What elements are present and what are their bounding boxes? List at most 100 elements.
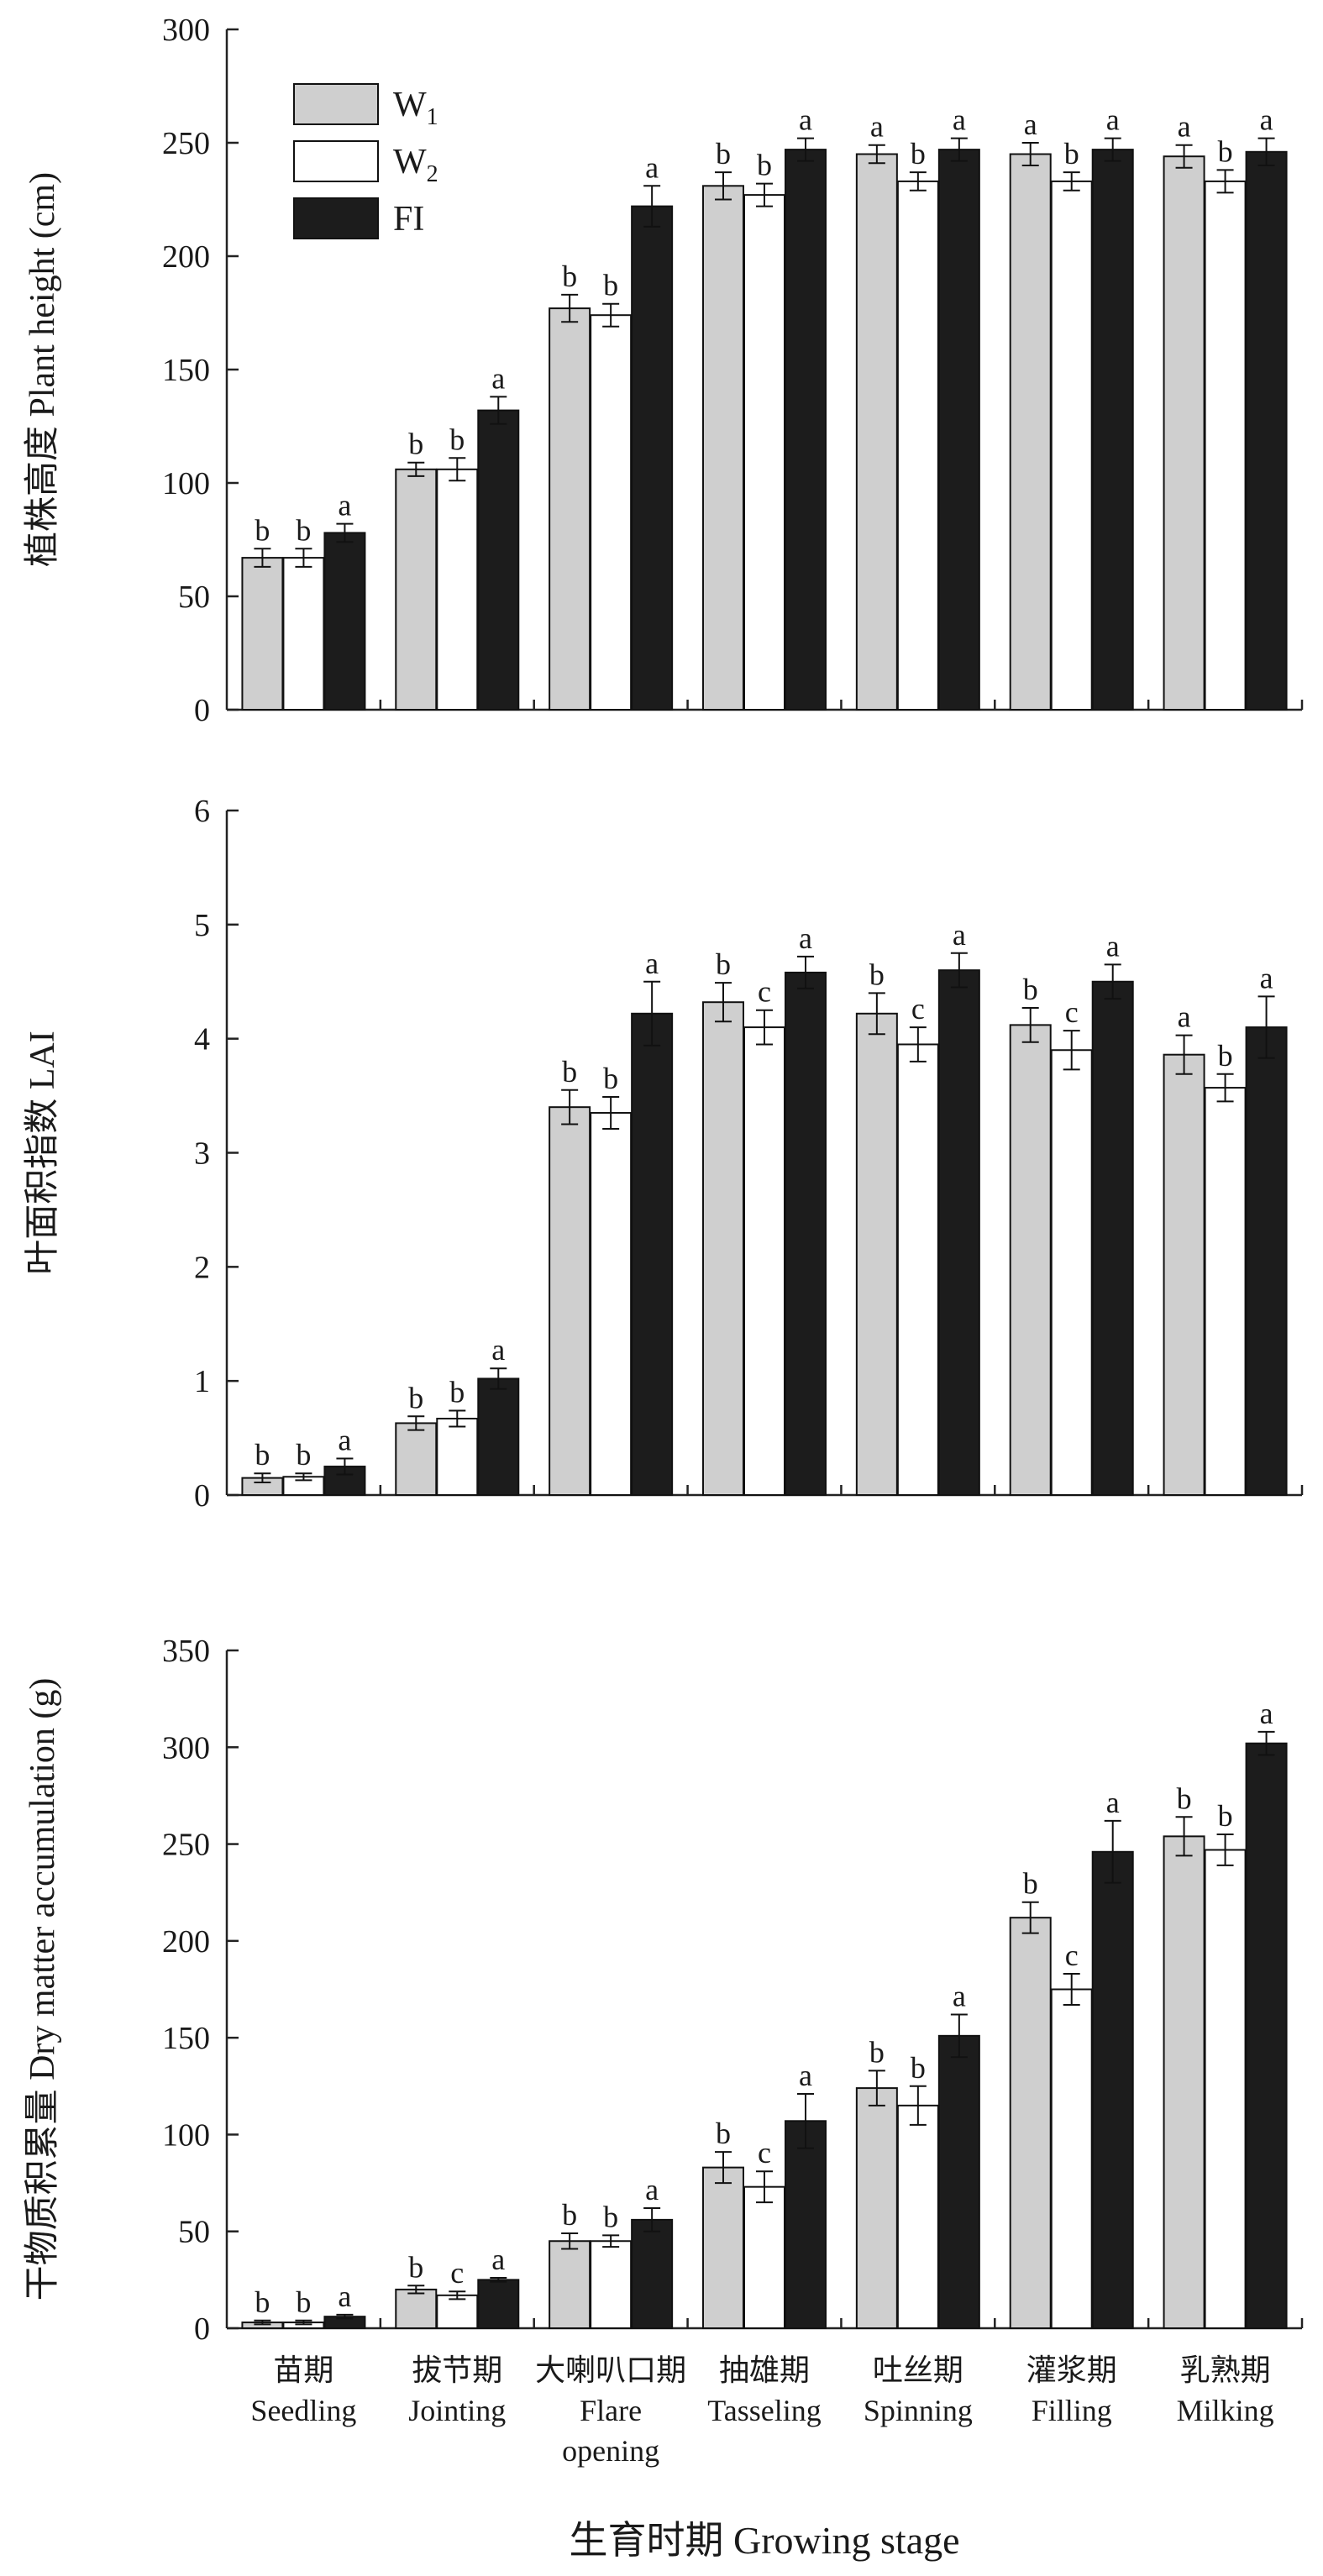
bar [395, 2288, 438, 2330]
significance-label: b [1218, 1039, 1233, 1073]
x-axis-title: 生育时期 Growing stage [569, 2519, 959, 2562]
significance-label: b [255, 2285, 270, 2319]
legend-swatch [293, 140, 379, 182]
category-label: Jointing [408, 2394, 506, 2427]
significance-label: b [296, 2285, 311, 2319]
significance-label: b [716, 2117, 731, 2150]
significance-label: b [408, 1381, 423, 1414]
significance-label: b [869, 2035, 885, 2069]
bar [395, 468, 438, 711]
y-tick-label: 3 [194, 1136, 210, 1172]
bar [549, 2240, 591, 2330]
y-tick-label: 300 [162, 13, 210, 48]
y-tick-label: 4 [194, 1022, 210, 1057]
bar [1091, 1850, 1134, 2329]
bar [1245, 1026, 1288, 1497]
significance-label: a [953, 103, 966, 137]
significance-label: a [1178, 110, 1191, 144]
bar [477, 2279, 520, 2330]
significance-label: a [870, 110, 884, 144]
legend-swatch [293, 83, 379, 125]
significance-label: a [338, 2280, 351, 2313]
bar [937, 969, 980, 1496]
bar [743, 194, 785, 711]
category-label: 大喇叭口期 [535, 2353, 686, 2387]
y-tick-label: 200 [162, 1924, 210, 1960]
y-tick-label: 150 [162, 2021, 210, 2056]
significance-label: b [603, 2200, 618, 2233]
legend-label: W2 [393, 143, 438, 187]
bar [590, 1111, 633, 1497]
y-tick-label: 150 [162, 353, 210, 388]
significance-label: b [296, 1438, 311, 1472]
bar [1204, 1849, 1247, 2329]
bar [436, 2294, 479, 2330]
category-label: opening [562, 2434, 659, 2468]
bar [1009, 1024, 1052, 1497]
significance-label: a [1106, 103, 1120, 137]
significance-label: b [716, 137, 731, 171]
bar [590, 2240, 633, 2330]
bar [549, 307, 591, 711]
category-label: 苗期 [273, 2353, 333, 2387]
y-tick-label: 2 [194, 1250, 210, 1285]
y-tick-label: 0 [194, 1478, 210, 1514]
significance-label: a [953, 918, 966, 952]
category-label: Flare [580, 2394, 642, 2427]
y-tick-label: 300 [162, 1730, 210, 1765]
bar [1050, 180, 1093, 711]
significance-label: a [1178, 1000, 1191, 1034]
y-tick-label: 200 [162, 239, 210, 275]
significance-label: b [603, 269, 618, 302]
significance-label: b [449, 1375, 465, 1409]
bar [1091, 149, 1134, 711]
significance-label: a [338, 1424, 351, 1457]
significance-label: b [716, 947, 731, 981]
legend-label-subscript: 2 [427, 161, 438, 187]
bar [477, 409, 520, 711]
legend-label-text: W [393, 143, 427, 181]
category-label: Tasseling [707, 2394, 821, 2427]
bar [937, 149, 980, 711]
y-tick-label: 250 [162, 1828, 210, 1863]
y-tick-label: 6 [194, 794, 210, 829]
bar [1050, 1988, 1093, 2329]
significance-label: b [603, 1062, 618, 1095]
bar [1163, 1835, 1205, 2330]
significance-label: a [799, 921, 812, 955]
significance-label: a [953, 1979, 966, 2012]
significance-label: b [408, 2250, 423, 2284]
y-tick-label: 100 [162, 2117, 210, 2153]
bar [702, 2166, 744, 2330]
bar [896, 2104, 939, 2329]
y-tick-label: 250 [162, 126, 210, 161]
category-label: Filling [1032, 2394, 1112, 2427]
bar [590, 314, 633, 711]
significance-label: b [255, 1438, 270, 1472]
significance-label: a [1024, 108, 1037, 141]
significance-label: c [450, 2256, 464, 2290]
bar [702, 185, 744, 711]
bar [855, 2087, 898, 2329]
significance-label: b [449, 422, 465, 456]
bar [1245, 150, 1288, 711]
y-axis-title: 干物质积累量 Dry matter accumulation (g) [24, 1678, 62, 2301]
bar [1204, 1087, 1247, 1496]
y-tick-label: 350 [162, 1634, 210, 1669]
significance-label: b [1023, 973, 1038, 1006]
significance-label: a [1260, 961, 1273, 994]
legend-label-text: W [393, 86, 427, 124]
significance-label: a [645, 947, 659, 980]
significance-label: a [645, 150, 659, 184]
significance-label: c [1065, 1939, 1079, 1972]
significance-label: b [911, 137, 926, 171]
significance-label: c [1065, 995, 1079, 1029]
category-label: 乳熟期 [1180, 2353, 1271, 2387]
bar [282, 557, 325, 711]
category-label: 抽雄期 [719, 2353, 810, 2387]
y-tick-label: 100 [162, 466, 210, 501]
significance-label: a [1260, 103, 1273, 137]
bar [855, 1012, 898, 1496]
legend-label-text: FI [393, 200, 424, 239]
significance-label: b [1218, 134, 1233, 168]
